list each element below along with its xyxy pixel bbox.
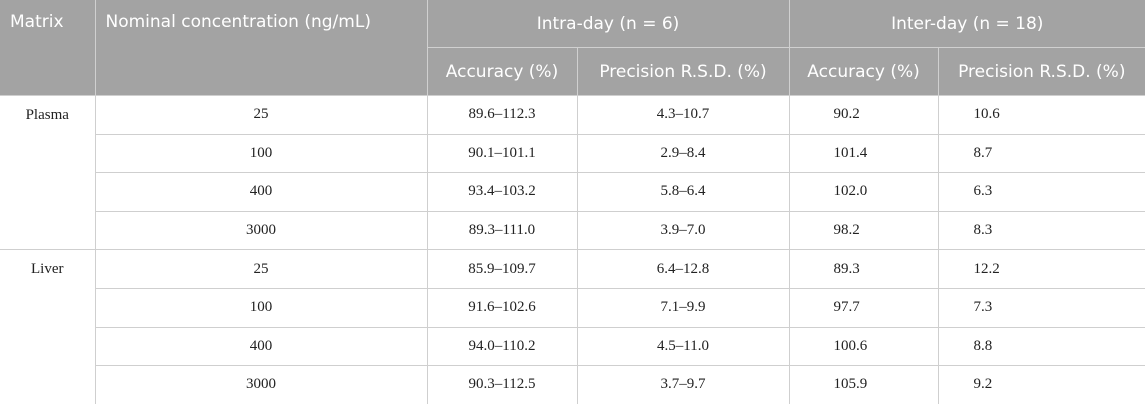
table-cell: 85.9–109.7	[426, 249, 578, 289]
table-row: 400 94.0–110.2 4.5–11.0 100.6 8.8	[0, 326, 1145, 367]
table-cell: 2.9–8.4	[576, 133, 790, 174]
table-cell: 400	[94, 172, 428, 212]
table-cell: 90.3–112.5	[426, 365, 578, 404]
table-cell: 12.2	[937, 249, 1145, 289]
matrix-cell: Plasma	[0, 94, 96, 251]
table-cell: 25	[94, 95, 428, 135]
table-cell: 102.0	[788, 172, 939, 212]
header-cell: Precision R.S.D. (%)	[576, 47, 790, 96]
table-cell: 98.2	[788, 210, 939, 251]
table-row: 100 91.6–102.6 7.1–9.9 97.7 7.3	[0, 287, 1145, 328]
table-row: 100 90.1–101.1 2.9–8.4 101.4 8.7	[0, 133, 1145, 174]
table-header: Matrix Nominal concentration (ng/mL) Int…	[0, 0, 1145, 96]
header-cell: Accuracy (%)	[426, 47, 577, 96]
table-cell: 7.1–9.9	[576, 287, 790, 328]
table-cell: 8.3	[937, 210, 1145, 251]
table-cell: 3000	[94, 210, 428, 251]
table-cell: 25	[94, 249, 428, 289]
matrix-cell: Liver	[0, 249, 96, 404]
table-cell: 100	[94, 133, 428, 174]
table-cell: 6.3	[937, 172, 1145, 212]
table-cell: 93.4–103.2	[426, 172, 578, 212]
header-cell: Matrix	[0, 0, 95, 96]
table-cell: 91.6–102.6	[426, 287, 578, 328]
table-cell: 3000	[94, 365, 428, 404]
table-cell: 10.6	[937, 95, 1145, 135]
table-cell: 3.9–7.0	[576, 210, 790, 251]
table-row: 400 93.4–103.2 5.8–6.4 102.0 6.3	[0, 172, 1145, 212]
table-cell: 97.7	[788, 287, 939, 328]
table-cell: 89.3	[788, 249, 939, 289]
table-body: Plasma 25 89.6–112.3 4.3–10.7 90.2 10.6 100 90.…	[0, 94, 1145, 404]
table-row: Liver 25 85.9–109.7 6.4–12.8 89.3 12.2	[0, 249, 1145, 404]
table-cell: 89.6–112.3	[426, 95, 578, 135]
header-cell: Intra-day (n = 6)	[426, 0, 790, 48]
table-cell: 7.3	[937, 287, 1145, 328]
table-cell: 8.8	[937, 326, 1145, 367]
header-cell: Precision R.S.D. (%)	[937, 47, 1145, 96]
table-cell: 101.4	[788, 133, 939, 174]
table-row: 3000 90.3–112.5 3.7–9.7 105.9 9.2	[0, 365, 1145, 404]
header-cell: Accuracy (%)	[788, 47, 939, 96]
table-cell: 4.5–11.0	[576, 326, 790, 367]
table-cell: 400	[94, 326, 428, 367]
table-cell: 100	[94, 287, 428, 328]
table-cell: 8.7	[937, 133, 1145, 174]
table-row: 3000 89.3–111.0 3.9–7.0 98.2 8.3	[0, 210, 1145, 251]
table-cell: 3.7–9.7	[576, 365, 790, 404]
table-cell: 89.3–111.0	[426, 210, 578, 251]
table-cell: 5.8–6.4	[576, 172, 790, 212]
table-cell: 94.0–110.2	[426, 326, 578, 367]
table-cell: 105.9	[788, 365, 939, 404]
table-cell: 6.4–12.8	[576, 249, 790, 289]
header-row: Matrix Nominal concentration (ng/mL) Int…	[0, 0, 1145, 96]
table-cell: 90.1–101.1	[426, 133, 578, 174]
header-cell: Inter-day (n = 18)	[788, 0, 1145, 48]
table-cell: 100.6	[788, 326, 939, 367]
table-cell: 4.3–10.7	[576, 95, 790, 135]
table-row: Plasma 25 89.6–112.3 4.3–10.7 90.2 10.6	[0, 94, 1145, 251]
header-cell: Nominal concentration (ng/mL)	[94, 0, 427, 96]
table-cell: 9.2	[937, 365, 1145, 404]
header-row: Accuracy (%) Precision R.S.D. (%) Accuracy…	[0, 47, 1145, 96]
table-cell: 90.2	[788, 95, 939, 135]
